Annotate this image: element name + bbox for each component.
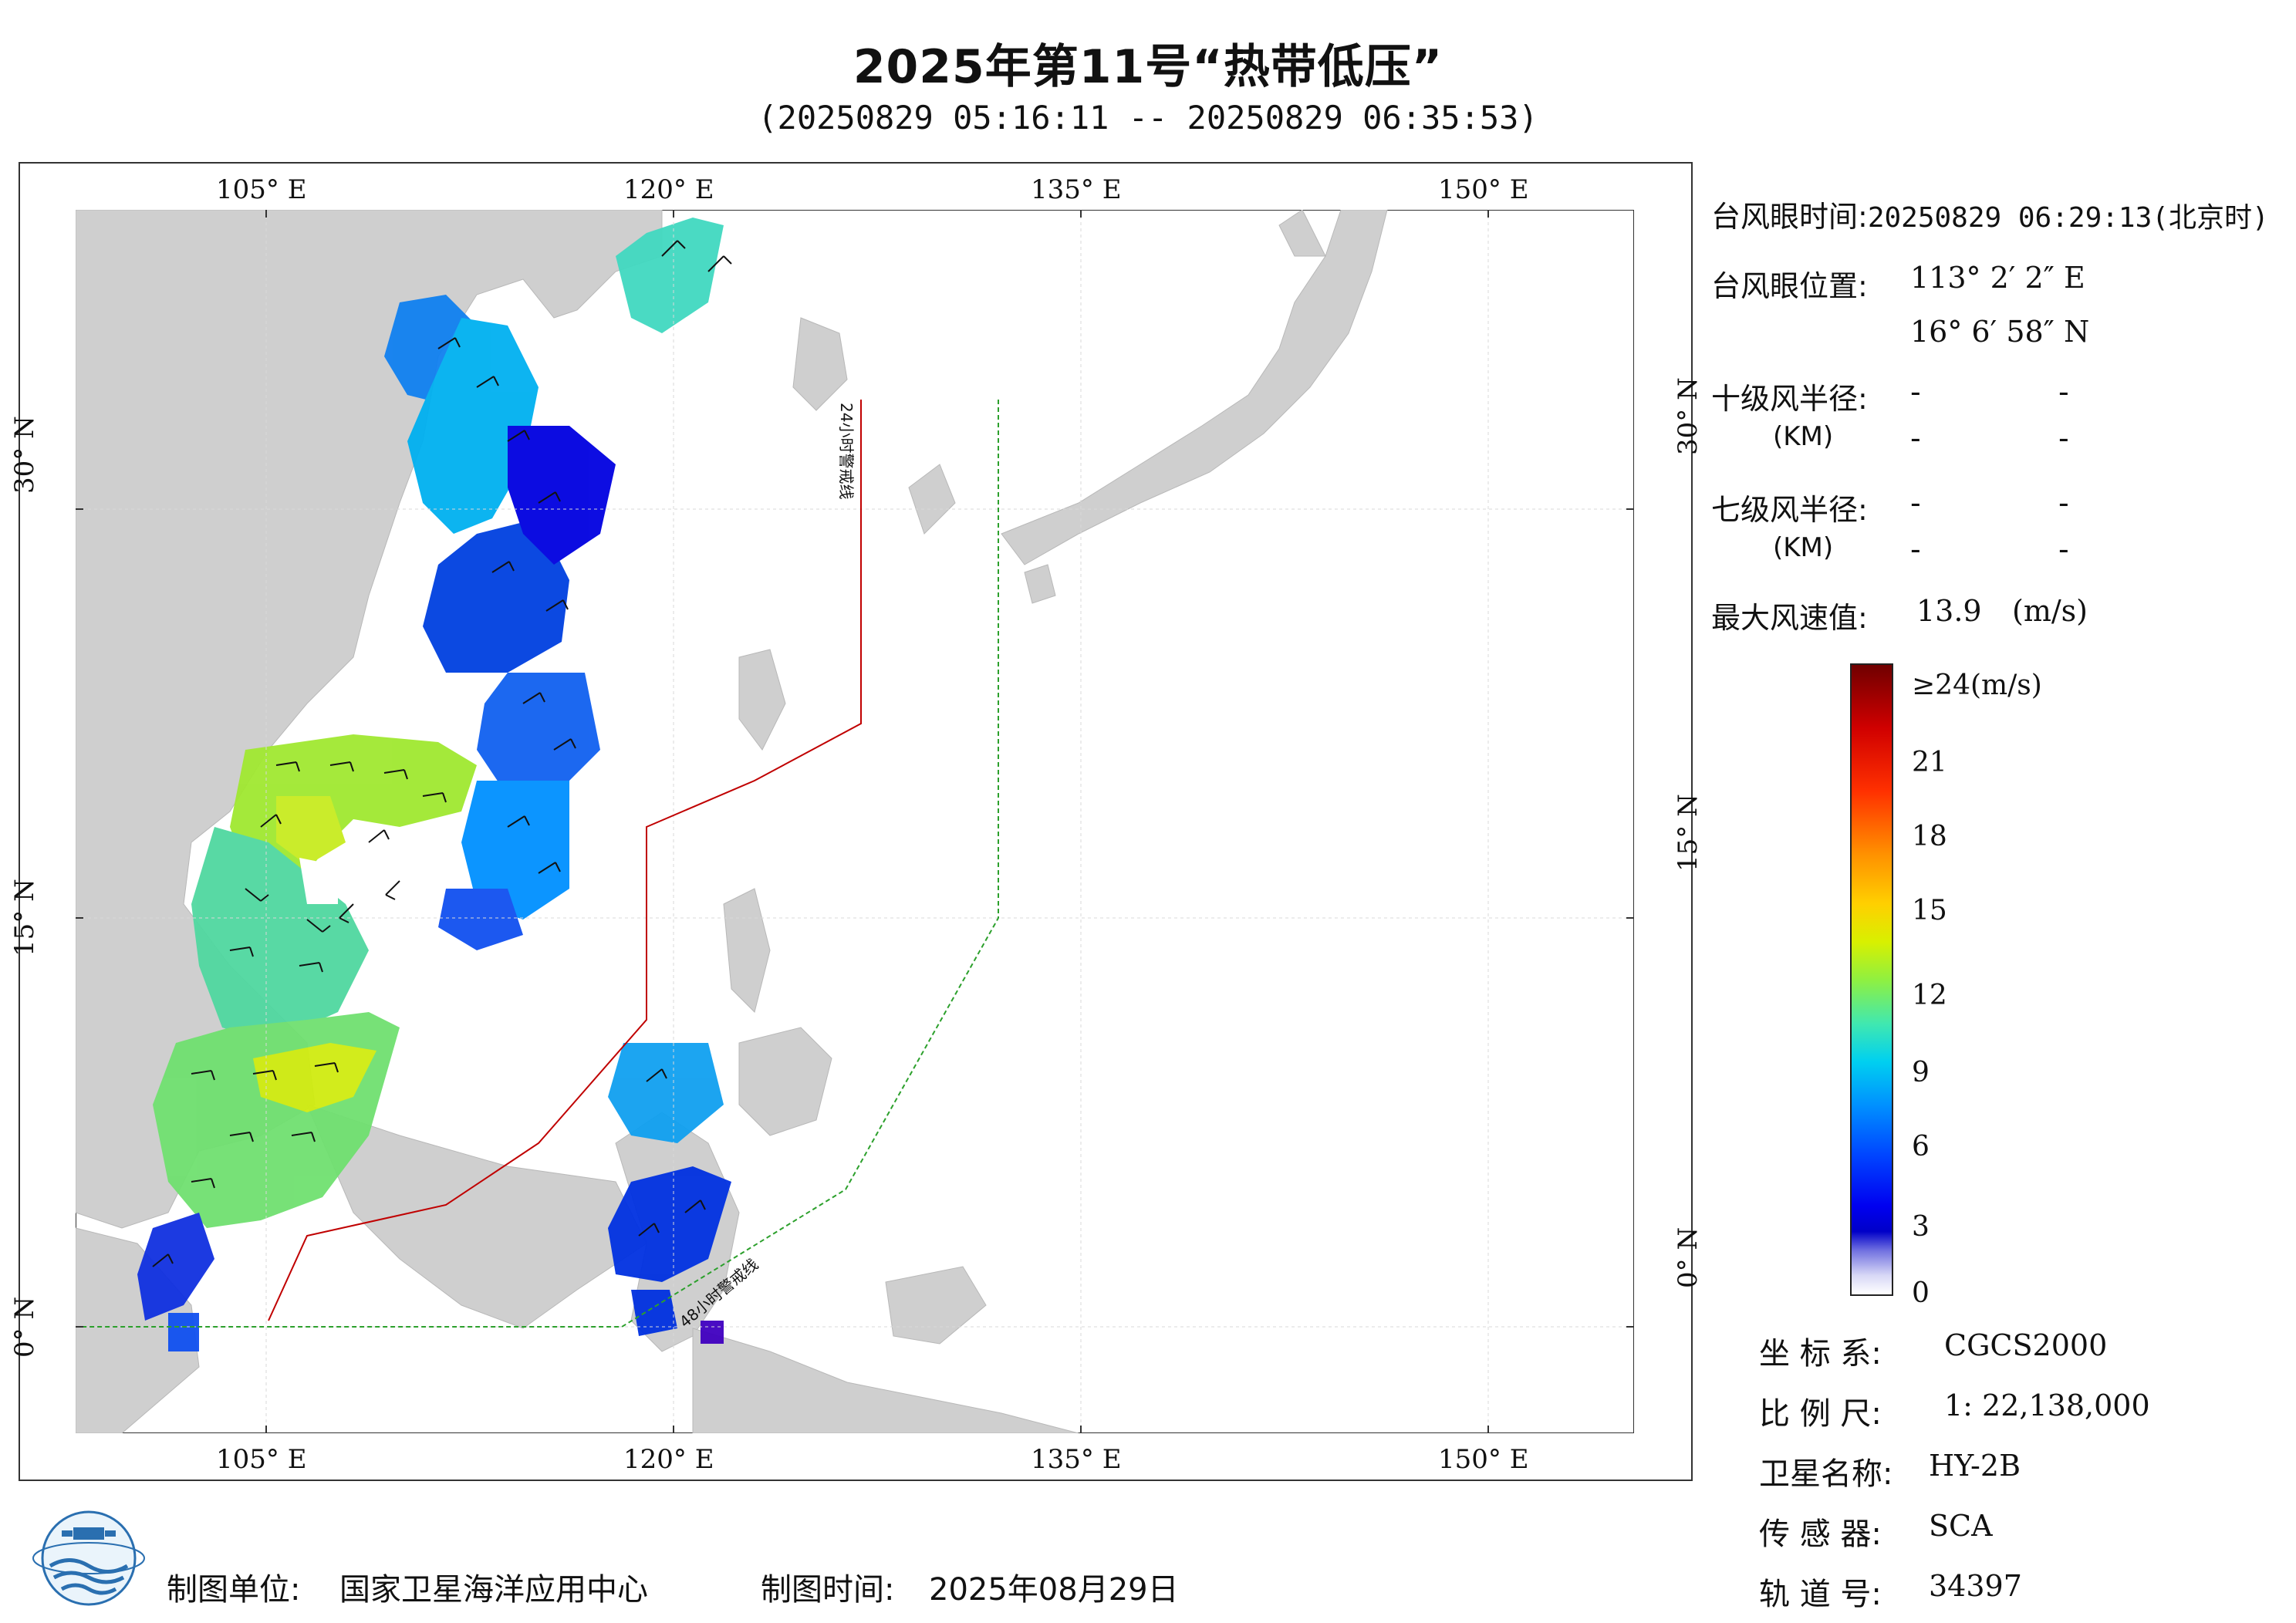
r7-value-2: - — [2058, 486, 2069, 520]
r10-value-1: - — [1910, 375, 1921, 409]
lon-label-top-105: 105° E — [216, 174, 307, 205]
colorbar-tick-18: 18 — [1912, 821, 1947, 852]
lon-label-top-120: 120° E — [623, 174, 714, 205]
scale-label: 比 例 尺: — [1759, 1396, 1882, 1432]
max-wind-unit: (m/s) — [2012, 594, 2088, 628]
colorbar-tick-21: 21 — [1912, 747, 1947, 778]
map-frame — [19, 162, 1693, 1481]
colorbar-tick-6: 6 — [1912, 1131, 1930, 1162]
orbit-value: 34397 — [1929, 1569, 2022, 1603]
graticule — [76, 210, 1634, 1433]
lat-label-left-0: 0° N — [9, 1296, 40, 1358]
r10-label: 十级风半径: — [1711, 382, 1868, 416]
colorbar-tick-12: 12 — [1912, 980, 1947, 1011]
colorbar-tick-3: 3 — [1912, 1211, 1930, 1243]
lon-label-top-150: 150° E — [1438, 174, 1529, 205]
lon-label-bottom-135: 135° E — [1031, 1444, 1122, 1475]
colorbar-top-label: ≥24(m/s) — [1912, 670, 2042, 701]
footer-time-value: 2025年08月29日 — [929, 1572, 1179, 1608]
colorbar-tick-0: 0 — [1912, 1277, 1930, 1309]
r7-value-4: - — [2058, 532, 2069, 566]
wind-barbs — [152, 240, 732, 1267]
eye-pos-row: 台风眼位置: — [1711, 262, 1868, 305]
r10-unit: (KM) — [1773, 421, 1834, 452]
map-subtitle: (20250829 05:16:11 -- 20250829 06:35:53) — [758, 99, 1538, 137]
lat-label-right-30: 30° N — [1673, 377, 1703, 455]
lon-label-top-135: 135° E — [1031, 174, 1122, 205]
lon-label-bottom-105: 105° E — [216, 1444, 307, 1475]
crs-label: 坐 标 系: — [1759, 1336, 1882, 1372]
warning-label-24h: 24小时警戒线 — [837, 403, 856, 499]
eye-lat: 16° 6′ 58″ N — [1910, 315, 2090, 349]
tick-marks — [76, 210, 1634, 1433]
orbit-label: 轨 道 号: — [1759, 1577, 1882, 1612]
footer-time-label: 制图时间: — [761, 1572, 895, 1608]
colorbar-tick-15: 15 — [1912, 895, 1947, 926]
nsoas-logo-icon — [32, 1510, 145, 1606]
footer-unit-label: 制图单位: — [167, 1572, 301, 1608]
satellite-label: 卫星名称: — [1759, 1456, 1893, 1492]
lat-label-right-0: 0° N — [1673, 1227, 1703, 1288]
sensor-label: 传 感 器: — [1759, 1517, 1882, 1552]
warning-line-48h — [76, 400, 999, 1328]
lon-label-bottom-150: 150° E — [1438, 1444, 1529, 1475]
max-wind-label: 最大风速值: — [1711, 601, 1868, 635]
r10-value-3: - — [1910, 421, 1921, 455]
map-panel: 24小时警戒线 48小时警戒线 — [76, 210, 1634, 1433]
eye-time-row: 台风眼时间:20250829 06:29:13(北京时) — [1711, 193, 2269, 235]
r7-unit: (KM) — [1773, 532, 1834, 563]
r10-value-2: - — [2058, 375, 2069, 409]
wind-swath — [137, 218, 731, 1351]
lat-label-right-15: 15° N — [1673, 794, 1703, 872]
scale-value: 1: 22,138,000 — [1944, 1388, 2150, 1422]
r7-value-3: - — [1910, 532, 1921, 566]
lat-label-left-15: 15° N — [9, 879, 40, 957]
satellite-value: HY-2B — [1929, 1449, 2021, 1483]
sensor-value: SCA — [1929, 1509, 1993, 1543]
warning-line-24h — [268, 400, 862, 1321]
max-wind-value: 13.9 — [1916, 594, 1982, 628]
map-title: 2025年第11号“热带低压” — [853, 40, 1443, 94]
r10-value-4: - — [2058, 421, 2069, 455]
r7-label: 七级风半径: — [1711, 493, 1868, 527]
colorbar-tick-9: 9 — [1912, 1057, 1930, 1088]
wind-speed-colorbar — [1850, 663, 1893, 1296]
eye-time-value: 20250829 06:29:13(北京时) — [1867, 202, 2269, 234]
eye-pos-label: 台风眼位置: — [1711, 269, 1868, 303]
lon-label-bottom-120: 120° E — [623, 1444, 714, 1475]
lat-label-left-30: 30° N — [9, 416, 40, 494]
crs-value: CGCS2000 — [1944, 1328, 2108, 1362]
r7-value-1: - — [1910, 486, 1921, 520]
footer-unit-value: 国家卫星海洋应用中心 — [339, 1572, 648, 1608]
eye-time-label: 台风眼时间: — [1711, 200, 1868, 234]
eye-lon: 113° 2′ 2″ E — [1910, 261, 2085, 295]
